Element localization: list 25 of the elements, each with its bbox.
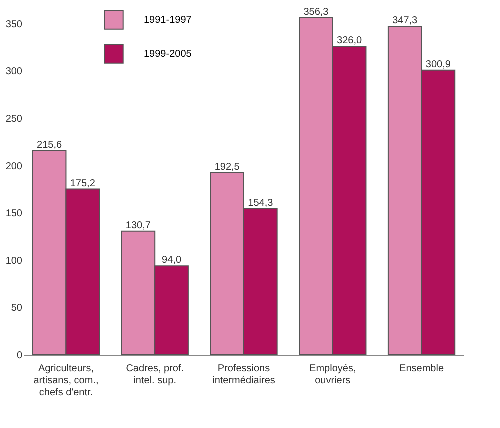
data-label: 347,3 <box>392 15 418 26</box>
x-tick-label: Professions intermédiaires <box>212 364 276 386</box>
data-label: 154,3 <box>248 198 274 210</box>
y-tick-label: 0 <box>16 350 23 362</box>
data-label: 94,0 <box>162 255 182 266</box>
legend-label: 1991-1997 <box>144 15 192 26</box>
legend-label: 1999-2005 <box>144 49 192 60</box>
data-label: 192,5 <box>214 162 240 173</box>
data-label: 175,2 <box>70 178 96 190</box>
y-tick-label: 50 <box>11 303 23 314</box>
y-tick-label: 350 <box>6 19 23 30</box>
data-label: 356,3 <box>304 6 330 18</box>
data-label: 130,7 <box>126 220 152 232</box>
x-tick-label: Employés, ouvriers <box>310 364 356 386</box>
y-tick-label: 300 <box>6 66 23 78</box>
data-label: 326,0 <box>337 36 363 47</box>
y-tick-label: 100 <box>6 256 23 267</box>
y-tick-label: 150 <box>6 208 23 220</box>
x-tick-label: Ensemble <box>400 364 444 374</box>
data-label: 215,6 <box>37 140 63 152</box>
x-tick-label: Cadres, prof. intel. sup. <box>126 364 184 386</box>
data-label: 300,9 <box>426 59 452 70</box>
y-tick-label: 250 <box>6 114 23 126</box>
y-tick-label: 200 <box>6 161 23 172</box>
x-tick-label: Agriculteurs, artisans, com., chefs d'entr. <box>34 364 99 398</box>
